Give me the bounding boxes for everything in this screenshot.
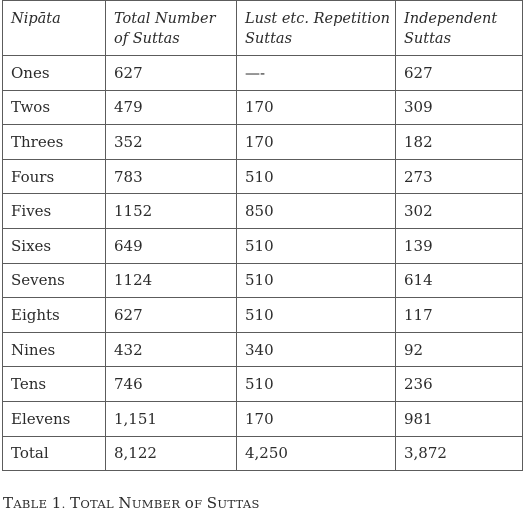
cell-nipata: Elevens: [2, 400, 106, 437]
table-row: Twos 479 170 309: [2, 89, 523, 126]
cell-total: 479: [105, 89, 237, 126]
header-line: Suttas: [404, 31, 452, 47]
cell-nipata: Tens: [2, 366, 106, 402]
cell-repetition: 510: [236, 227, 396, 264]
cell-independent: 614: [395, 262, 523, 299]
cell-nipata: Threes: [2, 124, 106, 160]
cell-repetition: 170: [236, 400, 396, 437]
cell-total: 1152: [105, 193, 237, 229]
caption-label: Table 1.: [3, 494, 66, 512]
cell-total: 649: [105, 227, 237, 264]
header-cell-nipata: Nipāta: [2, 0, 106, 56]
table-header: Nipāta Total Number of Suttas Lust etc. …: [2, 0, 523, 56]
cell-nipata: Nines: [2, 331, 106, 368]
suttas-table: Nipāta Total Number of Suttas Lust etc. …: [2, 0, 523, 472]
header-cell-independent: Independent Suttas: [395, 0, 523, 56]
table-caption: Table 1. Total Number of Suttas: [3, 494, 260, 512]
header-line: of Suttas: [114, 31, 180, 47]
table-row: Sixes 649 510 139: [2, 227, 523, 264]
cell-nipata: Total: [2, 435, 106, 472]
cell-repetition: 850: [236, 193, 396, 229]
cell-total: 627: [105, 297, 237, 333]
cell-total: 746: [105, 366, 237, 402]
table-row: Eights 627 510 117: [2, 297, 523, 333]
cell-independent: 3,872: [395, 435, 523, 472]
cell-independent: 273: [395, 158, 523, 195]
cell-independent: 236: [395, 366, 523, 402]
header-cell-lust-repetition: Lust etc. Repetition Suttas: [236, 0, 396, 56]
cell-repetition: 510: [236, 262, 396, 299]
caption-title: Total Number of Suttas: [70, 494, 260, 512]
header-cell-total-number: Total Number of Suttas: [105, 0, 237, 56]
cell-repetition: 4,250: [236, 435, 396, 472]
cell-total: 1,151: [105, 400, 237, 437]
cell-independent: 182: [395, 124, 523, 160]
cell-nipata: Fives: [2, 193, 106, 229]
cell-total: 8,122: [105, 435, 237, 472]
cell-repetition: 510: [236, 366, 396, 402]
cell-independent: 309: [395, 89, 523, 126]
cell-nipata: Sixes: [2, 227, 106, 264]
cell-independent: 627: [395, 55, 523, 91]
cell-total: 1124: [105, 262, 237, 299]
table-row: Total 8,122 4,250 3,872: [2, 435, 523, 472]
cell-total: 627: [105, 55, 237, 91]
cell-independent: 139: [395, 227, 523, 264]
table-row: Threes 352 170 182: [2, 124, 523, 160]
cell-nipata: Eights: [2, 297, 106, 333]
cell-independent: 302: [395, 193, 523, 229]
table-row: Ones 627 —- 627: [2, 55, 523, 91]
header-line: Independent: [404, 11, 498, 27]
cell-repetition: 170: [236, 124, 396, 160]
cell-nipata: Ones: [2, 55, 106, 91]
table-row: Nines 432 340 92: [2, 331, 523, 368]
cell-repetition: 510: [236, 297, 396, 333]
cell-repetition: 340: [236, 331, 396, 368]
table-body: Ones 627 —- 627 Twos 479 170 309 Threes 352 170 182…: [2, 55, 523, 472]
table-row: Fours 783 510 273: [2, 158, 523, 195]
table-row: Tens 746 510 236: [2, 366, 523, 402]
cell-total: 432: [105, 331, 237, 368]
cell-independent: 117: [395, 297, 523, 333]
cell-repetition: 510: [236, 158, 396, 195]
cell-repetition: —-: [236, 55, 396, 91]
cell-independent: 92: [395, 331, 523, 368]
cell-nipata: Twos: [2, 89, 106, 126]
table-row: Elevens 1,151 170 981: [2, 400, 523, 437]
cell-nipata: Sevens: [2, 262, 106, 299]
cell-total: 783: [105, 158, 237, 195]
header-line: Suttas: [245, 31, 293, 47]
header-row: Nipāta Total Number of Suttas Lust etc. …: [2, 0, 523, 56]
header-line: Nipāta: [11, 11, 61, 27]
cell-nipata: Fours: [2, 158, 106, 195]
cell-independent: 981: [395, 400, 523, 437]
cell-repetition: 170: [236, 89, 396, 126]
table-row: Sevens 1124 510 614: [2, 262, 523, 299]
cell-total: 352: [105, 124, 237, 160]
header-line: Lust etc. Repetition: [245, 11, 390, 27]
table-row: Fives 1152 850 302: [2, 193, 523, 229]
header-line: Total Number: [114, 11, 216, 27]
